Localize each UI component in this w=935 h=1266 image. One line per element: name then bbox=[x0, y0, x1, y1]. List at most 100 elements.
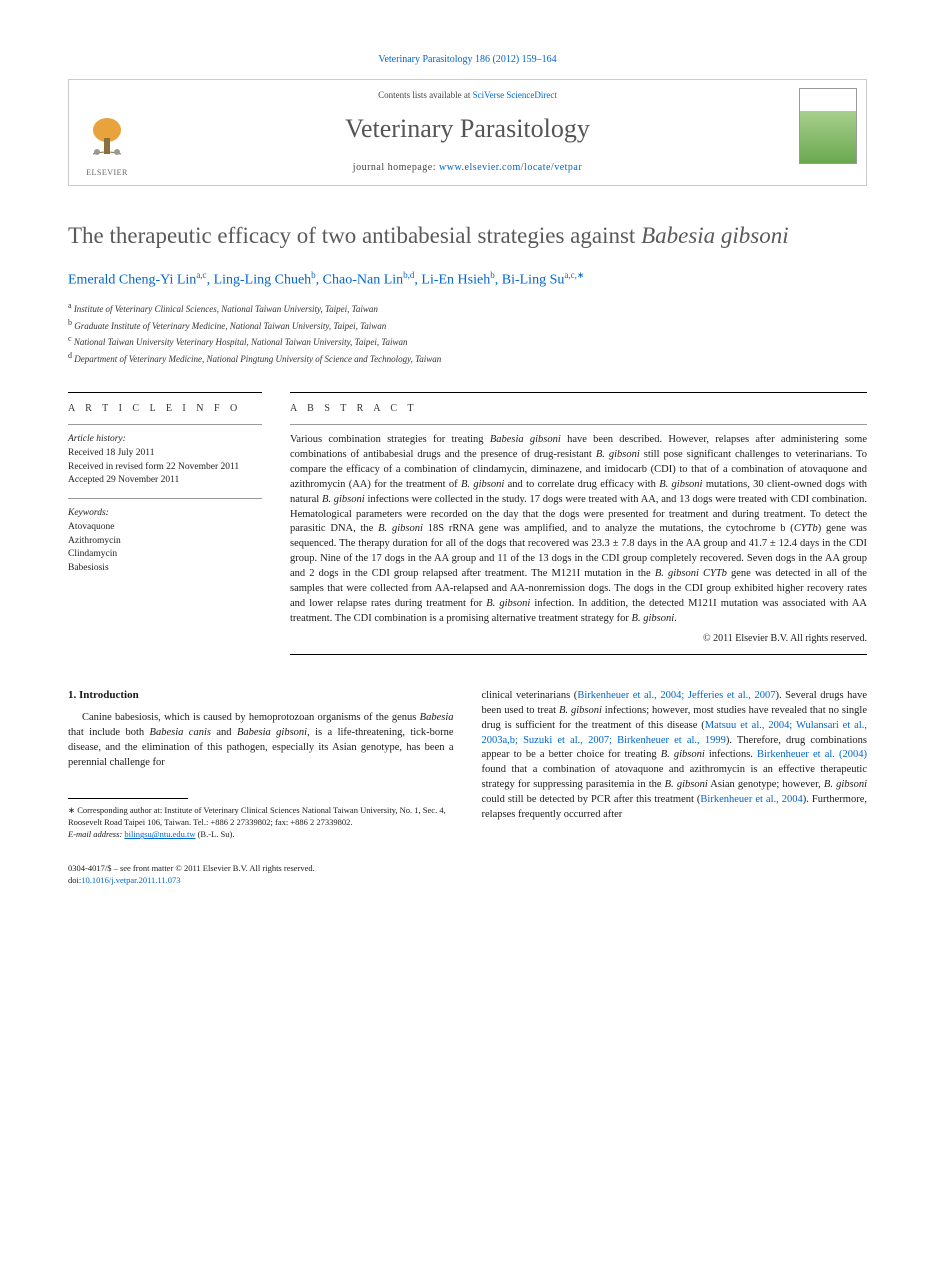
info-rule-2 bbox=[68, 498, 262, 499]
contents-available-line: Contents lists available at SciVerse Sci… bbox=[153, 90, 782, 100]
body-column-left: 1. Introduction Canine babesiosis, which… bbox=[68, 689, 454, 887]
keywords-label: Keywords: bbox=[68, 507, 262, 521]
keywords-block: Keywords: AtovaquoneAzithromycinClindamy… bbox=[68, 507, 262, 576]
journal-reference: Veterinary Parasitology 186 (2012) 159–1… bbox=[68, 54, 867, 65]
keyword-item: Azithromycin bbox=[68, 535, 262, 549]
author-affiliation-sup: b bbox=[311, 270, 316, 280]
italic-text: CYTb bbox=[794, 523, 818, 534]
homepage-prefix: journal homepage: bbox=[353, 162, 439, 173]
italic-text: B. gibsoni bbox=[486, 598, 530, 609]
italic-text: B. gibsoni bbox=[632, 613, 675, 624]
corresponding-star-icon: ∗ bbox=[577, 270, 585, 280]
abstract-text: Various combination strategies for treat… bbox=[290, 433, 867, 627]
body-column-right: clinical veterinarians (Birkenheuer et a… bbox=[482, 689, 868, 887]
authors-line: Emerald Cheng-Yi Lin a,c, Ling-Ling Chueh… bbox=[68, 269, 867, 290]
info-top-rule bbox=[68, 392, 262, 393]
italic-text: Babesia canis bbox=[150, 727, 211, 738]
doi-link[interactable]: 10.1016/j.vetpar.2011.11.073 bbox=[81, 875, 180, 885]
contents-prefix: Contents lists available at bbox=[378, 90, 472, 100]
homepage-line: journal homepage: www.elsevier.com/locat… bbox=[153, 162, 782, 173]
italic-text: B. gibsoni bbox=[559, 705, 602, 716]
keyword-item: Atovaquone bbox=[68, 521, 262, 535]
abstract-bottom-rule bbox=[290, 654, 867, 655]
issn-doi-block: 0304-4017/$ – see front matter © 2011 El… bbox=[68, 863, 454, 887]
citation-link[interactable]: Birkenheuer et al., 2004 bbox=[700, 794, 802, 805]
citation-link[interactable]: Birkenheuer et al. (2004) bbox=[757, 749, 867, 760]
abstract-head: A B S T R A C T bbox=[290, 403, 867, 414]
italic-text: B. gibsoni bbox=[661, 749, 705, 760]
italic-text: Babesia bbox=[420, 712, 454, 723]
corr-text: Corresponding author at: Institute of Ve… bbox=[68, 805, 446, 827]
history-received: Received 18 July 2011 bbox=[68, 447, 262, 461]
history-accepted: Accepted 29 November 2011 bbox=[68, 474, 262, 488]
section-heading: 1. Introduction bbox=[68, 689, 454, 701]
intro-paragraph-left: Canine babesiosis, which is caused by he… bbox=[68, 711, 454, 771]
author: Li-En Hsieh bbox=[421, 272, 490, 287]
article-history-block: Article history: Received 18 July 2011 R… bbox=[68, 433, 262, 488]
footnote-separator bbox=[68, 798, 188, 799]
italic-text: Babesia gibsoni bbox=[490, 434, 561, 445]
email-line: E-mail address: bilingsu@ntu.edu.tw (B.-… bbox=[68, 829, 454, 841]
author-affiliation-sup: a,c, bbox=[564, 270, 577, 280]
italic-text: B. gibsoni bbox=[461, 479, 504, 490]
author-affiliation-sup: b,d bbox=[403, 270, 414, 280]
italic-text: B. gibsoni bbox=[659, 479, 702, 490]
affiliation-sup: b bbox=[68, 318, 72, 327]
elsevier-tree-icon bbox=[83, 114, 131, 162]
author: Chao-Nan Lin bbox=[323, 272, 403, 287]
corr-star: ∗ bbox=[68, 805, 75, 815]
affiliation-line: b Graduate Institute of Veterinary Medic… bbox=[68, 317, 867, 334]
homepage-link[interactable]: www.elsevier.com/locate/vetpar bbox=[439, 162, 582, 173]
intro-paragraph-right: clinical veterinarians (Birkenheuer et a… bbox=[482, 689, 868, 823]
doi-line: doi:10.1016/j.vetpar.2011.11.073 bbox=[68, 875, 454, 887]
italic-text: B. gibsoni bbox=[665, 779, 708, 790]
italic-text: B. gibsoni bbox=[322, 494, 365, 505]
author-affiliation-sup: a,c bbox=[196, 270, 206, 280]
title-italic-text: Babesia gibsoni bbox=[641, 223, 789, 248]
affiliation-sup: c bbox=[68, 334, 72, 343]
citation-link[interactable]: Birkenheuer et al., 2004; Jefferies et a… bbox=[577, 690, 775, 701]
email-label: E-mail address: bbox=[68, 829, 122, 839]
author: Bi-Ling Su bbox=[502, 272, 565, 287]
italic-text: B. gibsoni CYTb bbox=[655, 568, 727, 579]
sciencedirect-link[interactable]: SciVerse ScienceDirect bbox=[473, 90, 557, 100]
title-main-text: The therapeutic efficacy of two antibabe… bbox=[68, 223, 641, 248]
issn-line: 0304-4017/$ – see front matter © 2011 El… bbox=[68, 863, 454, 875]
section-title: Introduction bbox=[79, 689, 139, 701]
journal-cover-thumb bbox=[799, 88, 857, 164]
abstract-rule bbox=[290, 424, 867, 425]
journal-header-box: ELSEVIER Contents lists available at Sci… bbox=[68, 79, 867, 186]
abstract-column: A B S T R A C T Various combination stra… bbox=[290, 386, 867, 665]
keyword-item: Clindamycin bbox=[68, 548, 262, 562]
journal-name: Veterinary Parasitology bbox=[153, 114, 782, 144]
affiliation-sup: a bbox=[68, 301, 72, 310]
email-suffix: (B.-L. Su). bbox=[198, 829, 235, 839]
elsevier-logo: ELSEVIER bbox=[83, 114, 131, 177]
abstract-top-rule bbox=[290, 392, 867, 393]
italic-text: B. gibsoni bbox=[824, 779, 867, 790]
affiliation-line: a Institute of Veterinary Clinical Scien… bbox=[68, 300, 867, 317]
italic-text: B. gibsoni bbox=[378, 523, 423, 534]
keywords-list: AtovaquoneAzithromycinClindamycinBabesio… bbox=[68, 521, 262, 576]
citation-link[interactable]: Matsuu et al., 2004; Wulansari et al., 2… bbox=[482, 720, 867, 746]
history-label: Article history: bbox=[68, 433, 262, 447]
abstract-copyright: © 2011 Elsevier B.V. All rights reserved… bbox=[290, 633, 867, 644]
cover-thumbnail-cell bbox=[790, 80, 866, 185]
info-rule-1 bbox=[68, 424, 262, 425]
author: Emerald Cheng-Yi Lin bbox=[68, 272, 196, 287]
header-center: Contents lists available at SciVerse Sci… bbox=[145, 80, 790, 185]
info-abstract-row: A R T I C L E I N F O Article history: R… bbox=[68, 386, 867, 665]
section-number: 1. bbox=[68, 689, 76, 701]
keyword-item: Babesiosis bbox=[68, 562, 262, 576]
italic-text: Babesia gibsoni bbox=[237, 727, 307, 738]
history-revised: Received in revised form 22 November 201… bbox=[68, 461, 262, 475]
author: Ling-Ling Chueh bbox=[214, 272, 312, 287]
body-columns: 1. Introduction Canine babesiosis, which… bbox=[68, 689, 867, 887]
corresponding-email-link[interactable]: bilingsu@ntu.edu.tw bbox=[124, 829, 195, 839]
page-root: Veterinary Parasitology 186 (2012) 159–1… bbox=[0, 0, 935, 927]
affiliation-line: d Department of Veterinary Medicine, Nat… bbox=[68, 350, 867, 367]
author-affiliation-sup: b bbox=[490, 270, 495, 280]
footnotes-block: ∗ Corresponding author at: Institute of … bbox=[68, 805, 454, 841]
affiliation-sup: d bbox=[68, 351, 72, 360]
article-info-column: A R T I C L E I N F O Article history: R… bbox=[68, 386, 262, 665]
